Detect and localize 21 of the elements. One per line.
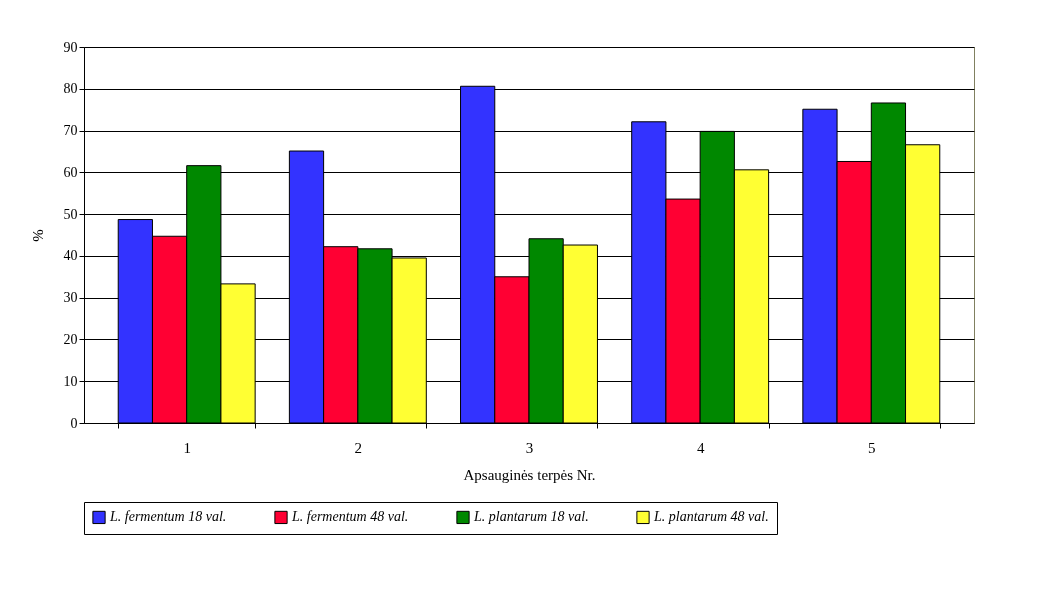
y-tick-label: 30 <box>63 290 78 306</box>
legend-label: L. plantarum 48 val. <box>653 509 769 525</box>
y-tick-label: 0 <box>70 415 78 431</box>
legend-label: L. plantarum 18 val. <box>473 509 589 525</box>
x-tick-label: 3 <box>525 439 534 456</box>
x-tick-label: 2 <box>354 439 363 456</box>
y-tick-label: 20 <box>63 331 78 347</box>
y-tick-label: 40 <box>63 248 78 264</box>
legend-label: L. fermentum 48 val. <box>291 509 409 525</box>
y-tick-label: 60 <box>63 164 78 180</box>
legend-label: L. fermentum 18 val. <box>109 509 227 525</box>
y-tick-label: 50 <box>63 206 78 222</box>
y-tick-label: 70 <box>63 123 78 139</box>
y-tick-label: 80 <box>63 81 78 97</box>
y-tick-label: 10 <box>63 373 78 389</box>
x-tick-label: 1 <box>183 439 191 456</box>
y-axis-title: % <box>29 229 46 242</box>
y-tick-label: 90 <box>63 39 78 55</box>
x-tick-label: 5 <box>868 439 876 456</box>
x-tick-label: 4 <box>696 439 705 456</box>
x-axis-title: Apsauginės terpės Nr. <box>463 466 596 483</box>
